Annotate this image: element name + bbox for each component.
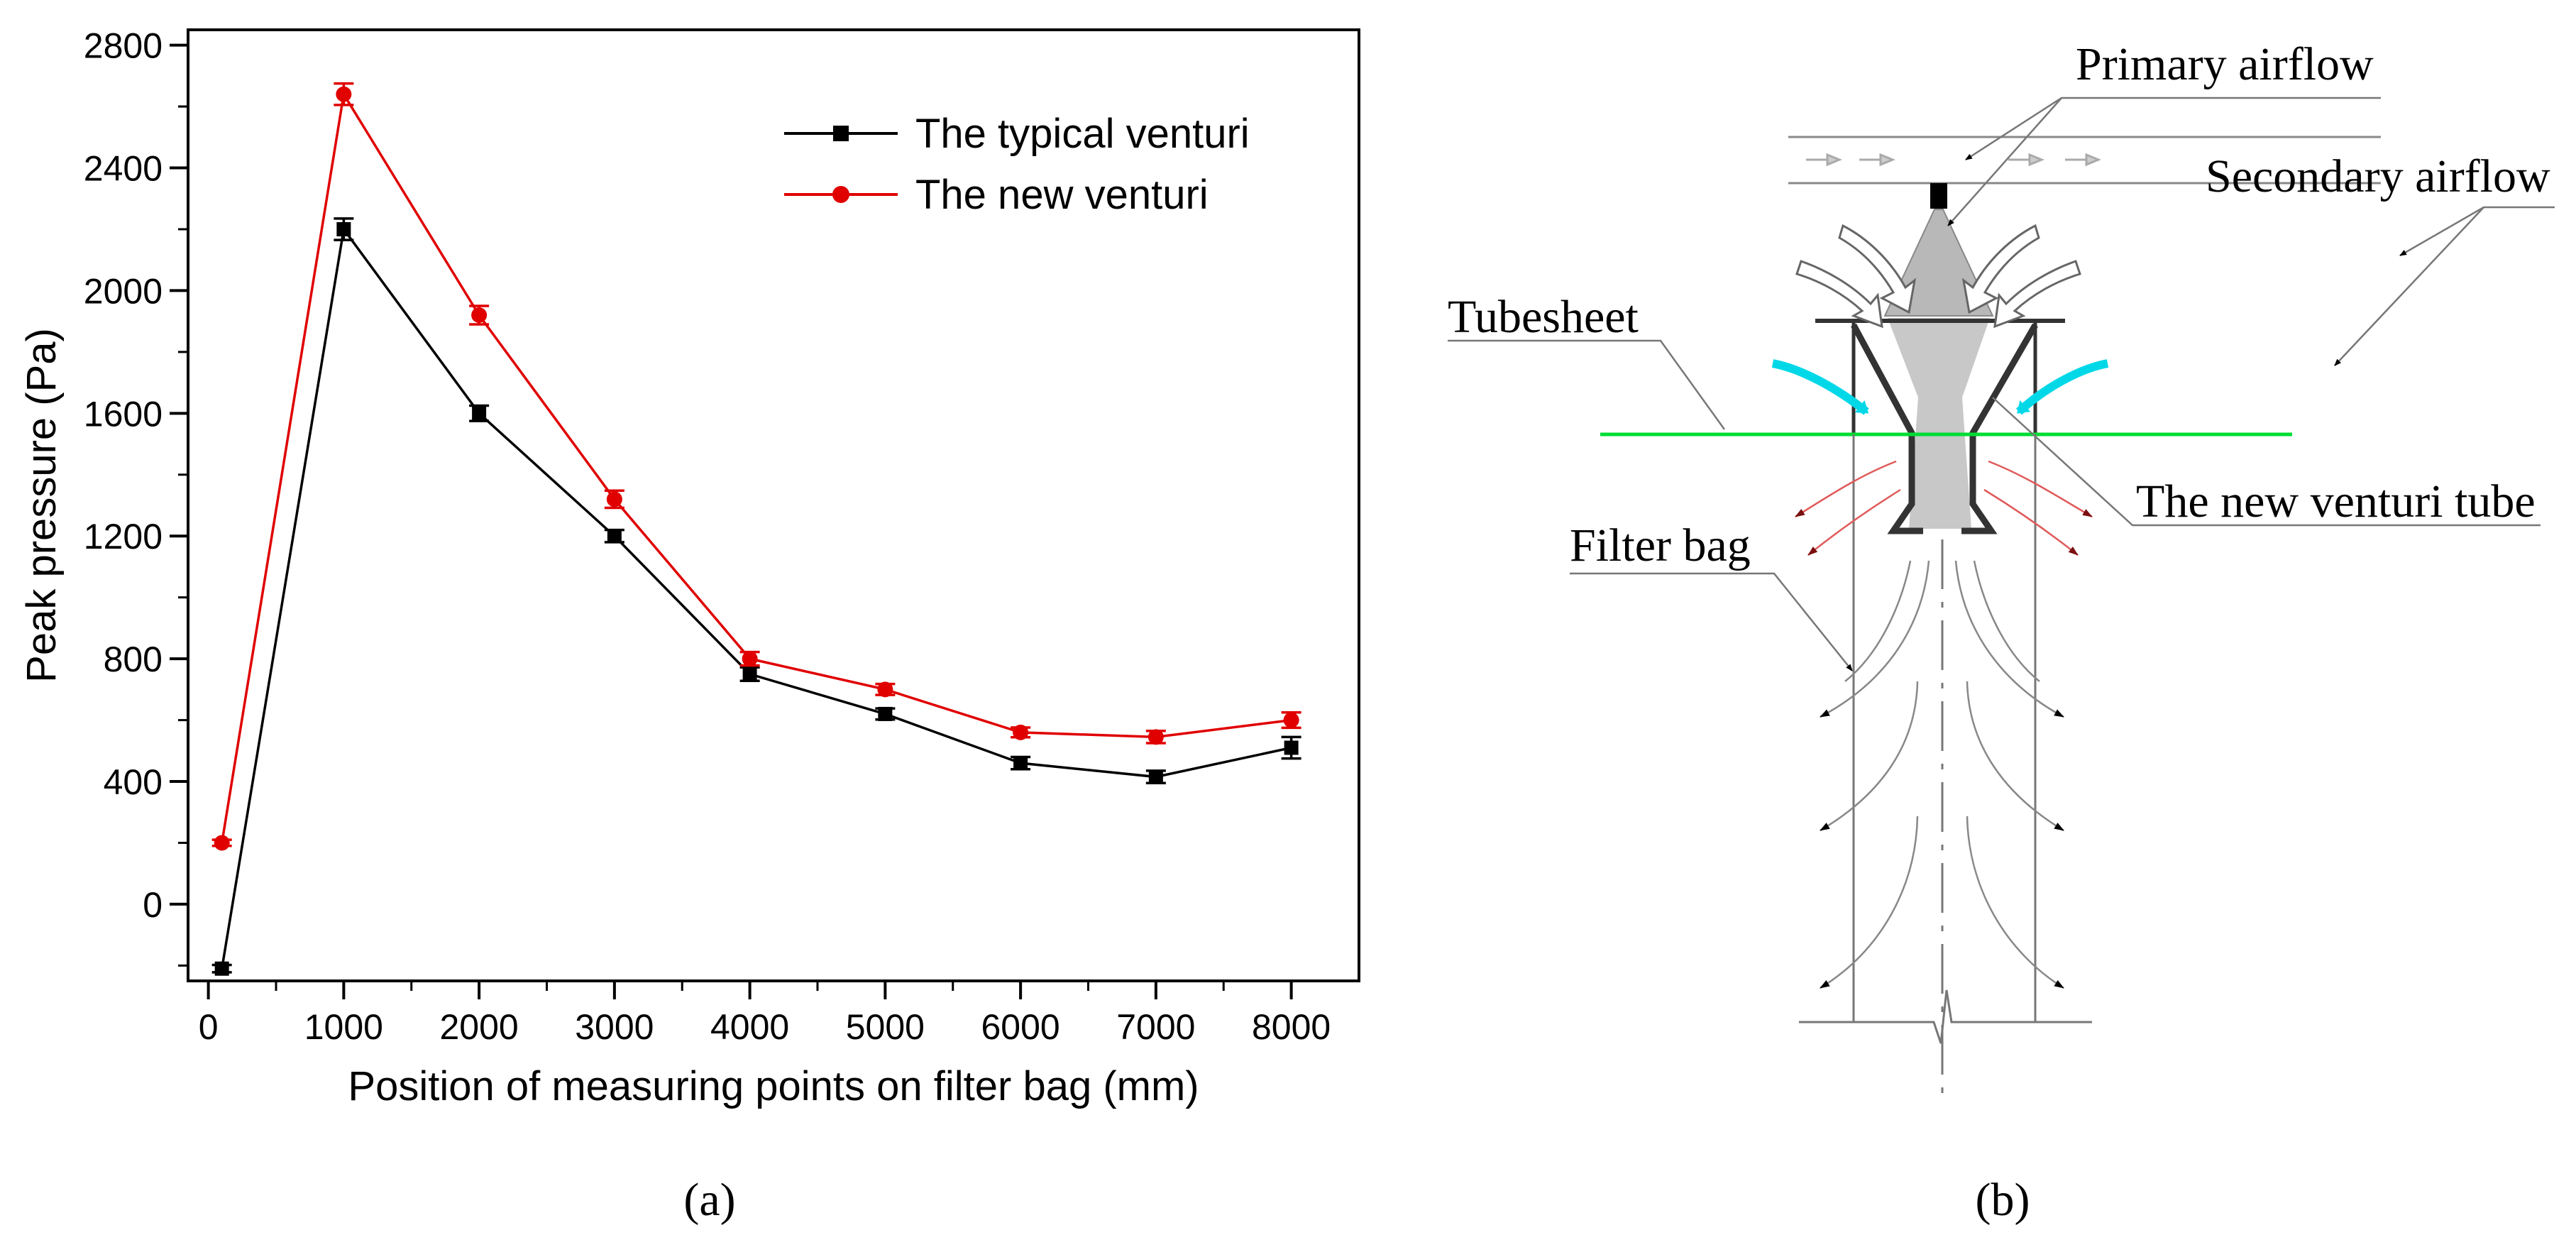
legend-item-new: The new venturi [784, 172, 1209, 218]
x-axis-label: Position of measuring points on filter b… [348, 1063, 1199, 1109]
y-tick-label: 1600 [84, 394, 163, 434]
x-tick-label: 8000 [1252, 1007, 1331, 1047]
axis-ticks [170, 43, 1293, 999]
legend-label-new: The new venturi [915, 172, 1209, 218]
venturi-diagram: Primary airflow Secondary airflow Tubesh… [1448, 38, 2555, 1226]
y-tick-label: 0 [143, 885, 163, 925]
data-point [1013, 724, 1029, 740]
venturi-tube [1815, 319, 2065, 534]
label-secondary-airflow: Secondary airflow [2206, 150, 2550, 202]
label-filter-bag: Filter bag [1570, 520, 1751, 571]
leader-lines [1448, 97, 2555, 671]
legend-marker-typical [833, 126, 849, 141]
bag-flow-lines [1820, 560, 2064, 989]
data-point [214, 961, 229, 976]
filter-bag [1799, 434, 2092, 1104]
series-line [220, 226, 1292, 969]
data-point [1013, 756, 1028, 771]
plot-frame [187, 28, 1360, 982]
data-point [1147, 729, 1164, 745]
label-venturi-tube: The new venturi tube [2136, 476, 2536, 527]
panel-label-a: (a) [683, 1174, 735, 1226]
data-point [607, 529, 622, 544]
label-tubesheet: Tubesheet [1448, 291, 1639, 343]
exit-flow-arrows [1795, 460, 2093, 556]
legend-item-typical: The typical venturi [784, 111, 1250, 157]
line-chart: 0 1000 2000 3000 4000 5000 6000 7000 8000 0 400 800… [18, 26, 1360, 1226]
x-tick-label: 2000 [439, 1007, 518, 1047]
y-tick-label: 2400 [84, 149, 163, 189]
x-tick-label: 5000 [846, 1007, 925, 1047]
y-tick-label: 800 [104, 640, 163, 679]
cyan-arrow-left [1771, 359, 1869, 415]
data-point [606, 491, 622, 507]
x-tick-label: 3000 [575, 1007, 654, 1047]
blowpipe [1788, 136, 2381, 185]
x-tick-label: 7000 [1116, 1007, 1195, 1047]
x-tick-label: 4000 [710, 1007, 789, 1047]
data-point [471, 307, 488, 323]
x-tick-label: 6000 [981, 1007, 1060, 1047]
nozzle [1930, 183, 1947, 209]
data-point [336, 86, 352, 102]
data-point [742, 666, 757, 681]
y-tick-label: 2000 [84, 271, 163, 311]
data-point [877, 681, 893, 698]
data-point [1284, 740, 1299, 755]
y-tick-label: 1200 [84, 517, 163, 556]
legend: The typical venturi The new venturi [784, 111, 1250, 218]
axis-tick-labels: 0 1000 2000 3000 4000 5000 6000 7000 8000 0 400 800… [84, 26, 1331, 1047]
y-tick-label: 2800 [84, 26, 163, 66]
data-point [472, 406, 487, 421]
y-tick-label: 400 [104, 762, 163, 802]
legend-label-typical: The typical venturi [915, 111, 1250, 157]
series-new [211, 82, 1301, 851]
y-axis-label: Peak pressure (Pa) [18, 328, 65, 683]
data-point [742, 651, 758, 667]
x-tick-label: 0 [199, 1007, 219, 1047]
panel-label-b: (b) [1976, 1174, 2030, 1226]
series-layer [211, 82, 1301, 976]
x-tick-label: 1000 [304, 1007, 383, 1047]
data-point [1283, 712, 1299, 728]
cyan-arrow-right [2015, 359, 2109, 415]
label-primary-airflow: Primary airflow [2076, 38, 2374, 90]
secondary-white-arrows [1795, 224, 2081, 329]
series-typical [211, 217, 1301, 976]
data-point [1148, 769, 1163, 784]
legend-marker-new [832, 186, 849, 203]
data-point [214, 835, 230, 851]
data-point [878, 706, 893, 721]
blowpipe-flow-arrows [1806, 153, 2101, 167]
data-point [336, 221, 351, 236]
